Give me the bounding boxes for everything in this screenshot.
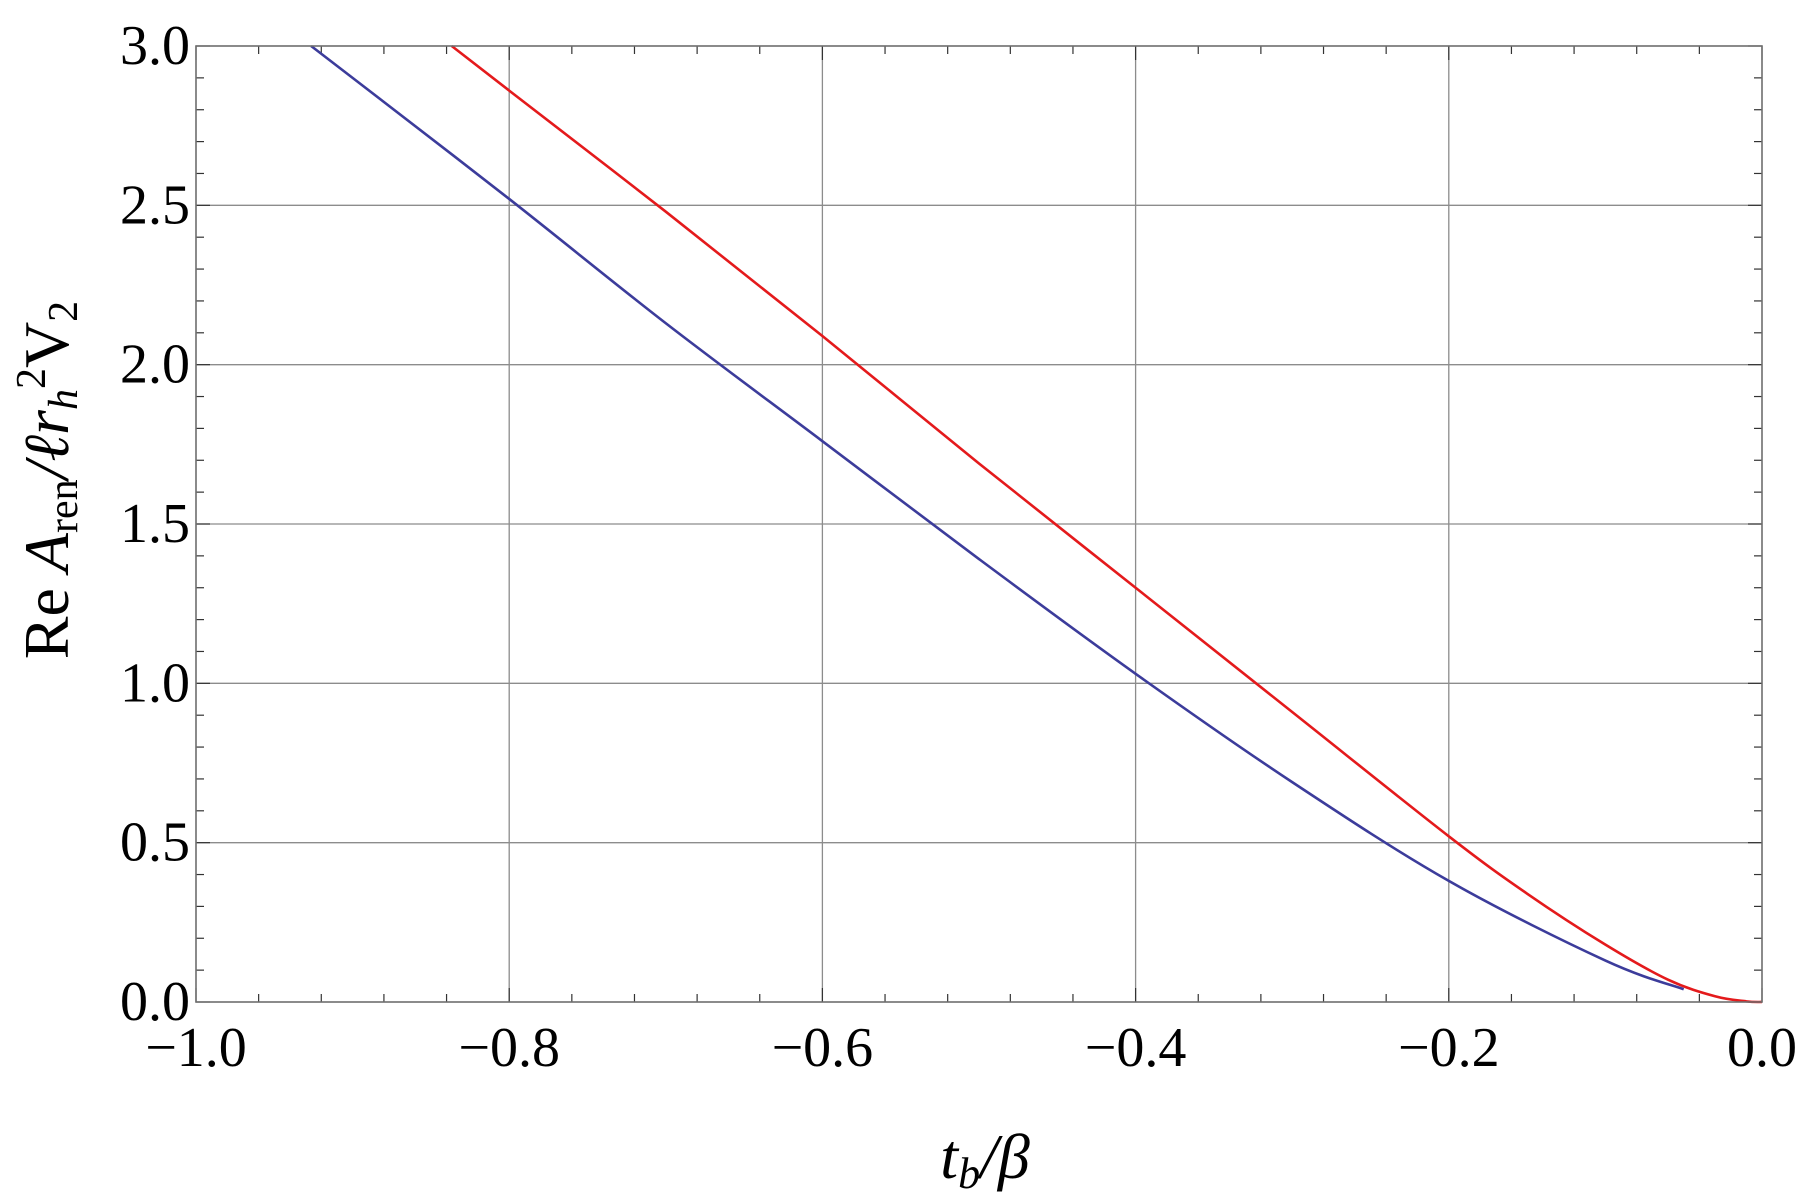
y-label-h-sub: h: [41, 389, 87, 410]
y-tick-label-2: 1.0: [120, 652, 190, 714]
y-label-v-sub: 2: [41, 301, 87, 322]
x-tick-label-1: −0.8: [458, 1017, 560, 1079]
x-tick-label-5: 0.0: [1727, 1017, 1797, 1079]
y-tick-label-4: 2.0: [120, 334, 190, 396]
y-label-re: Re: [11, 572, 82, 659]
x-tick-label-0: −1.0: [145, 1017, 247, 1079]
x-label-rest: /β: [977, 1121, 1030, 1192]
y-label-mid: /ℓr: [11, 409, 82, 482]
x-tick-labels: −1.0 −0.8 −0.6 −0.4 −0.2 0.0: [145, 1017, 1797, 1079]
y-label-sup: 2: [9, 368, 55, 389]
y-tick-labels: 0.0 0.5 1.0 1.5 2.0 2.5 3.0: [120, 15, 190, 1033]
y-label-v: V: [11, 322, 82, 368]
x-label-sub: b: [958, 1149, 980, 1195]
grid: [196, 46, 1762, 1002]
y-tick-label-3: 1.5: [120, 493, 190, 555]
series-line-0: [450, 44, 1763, 1004]
y-tick-label-6: 3.0: [120, 15, 190, 77]
y-axis-label: Re Aren/ℓrh2V2: [9, 301, 87, 659]
y-tick-label-1: 0.5: [120, 812, 190, 874]
y-label-a: A: [11, 532, 82, 576]
y-tick-label-5: 2.5: [120, 174, 190, 236]
x-label-main: t: [940, 1121, 960, 1192]
series: [310, 44, 1763, 1004]
plot-frame: [195, 45, 1763, 1003]
x-axis-label: tb/β: [940, 1121, 1030, 1195]
series-line-1: [310, 44, 1685, 991]
x-tick-label-4: −0.2: [1398, 1017, 1500, 1079]
x-tick-label-2: −0.6: [772, 1017, 874, 1079]
x-tick-label-3: −0.4: [1085, 1017, 1187, 1079]
y-label-a-sub: ren: [41, 479, 87, 533]
y-tick-label-0: 0.0: [120, 971, 190, 1033]
